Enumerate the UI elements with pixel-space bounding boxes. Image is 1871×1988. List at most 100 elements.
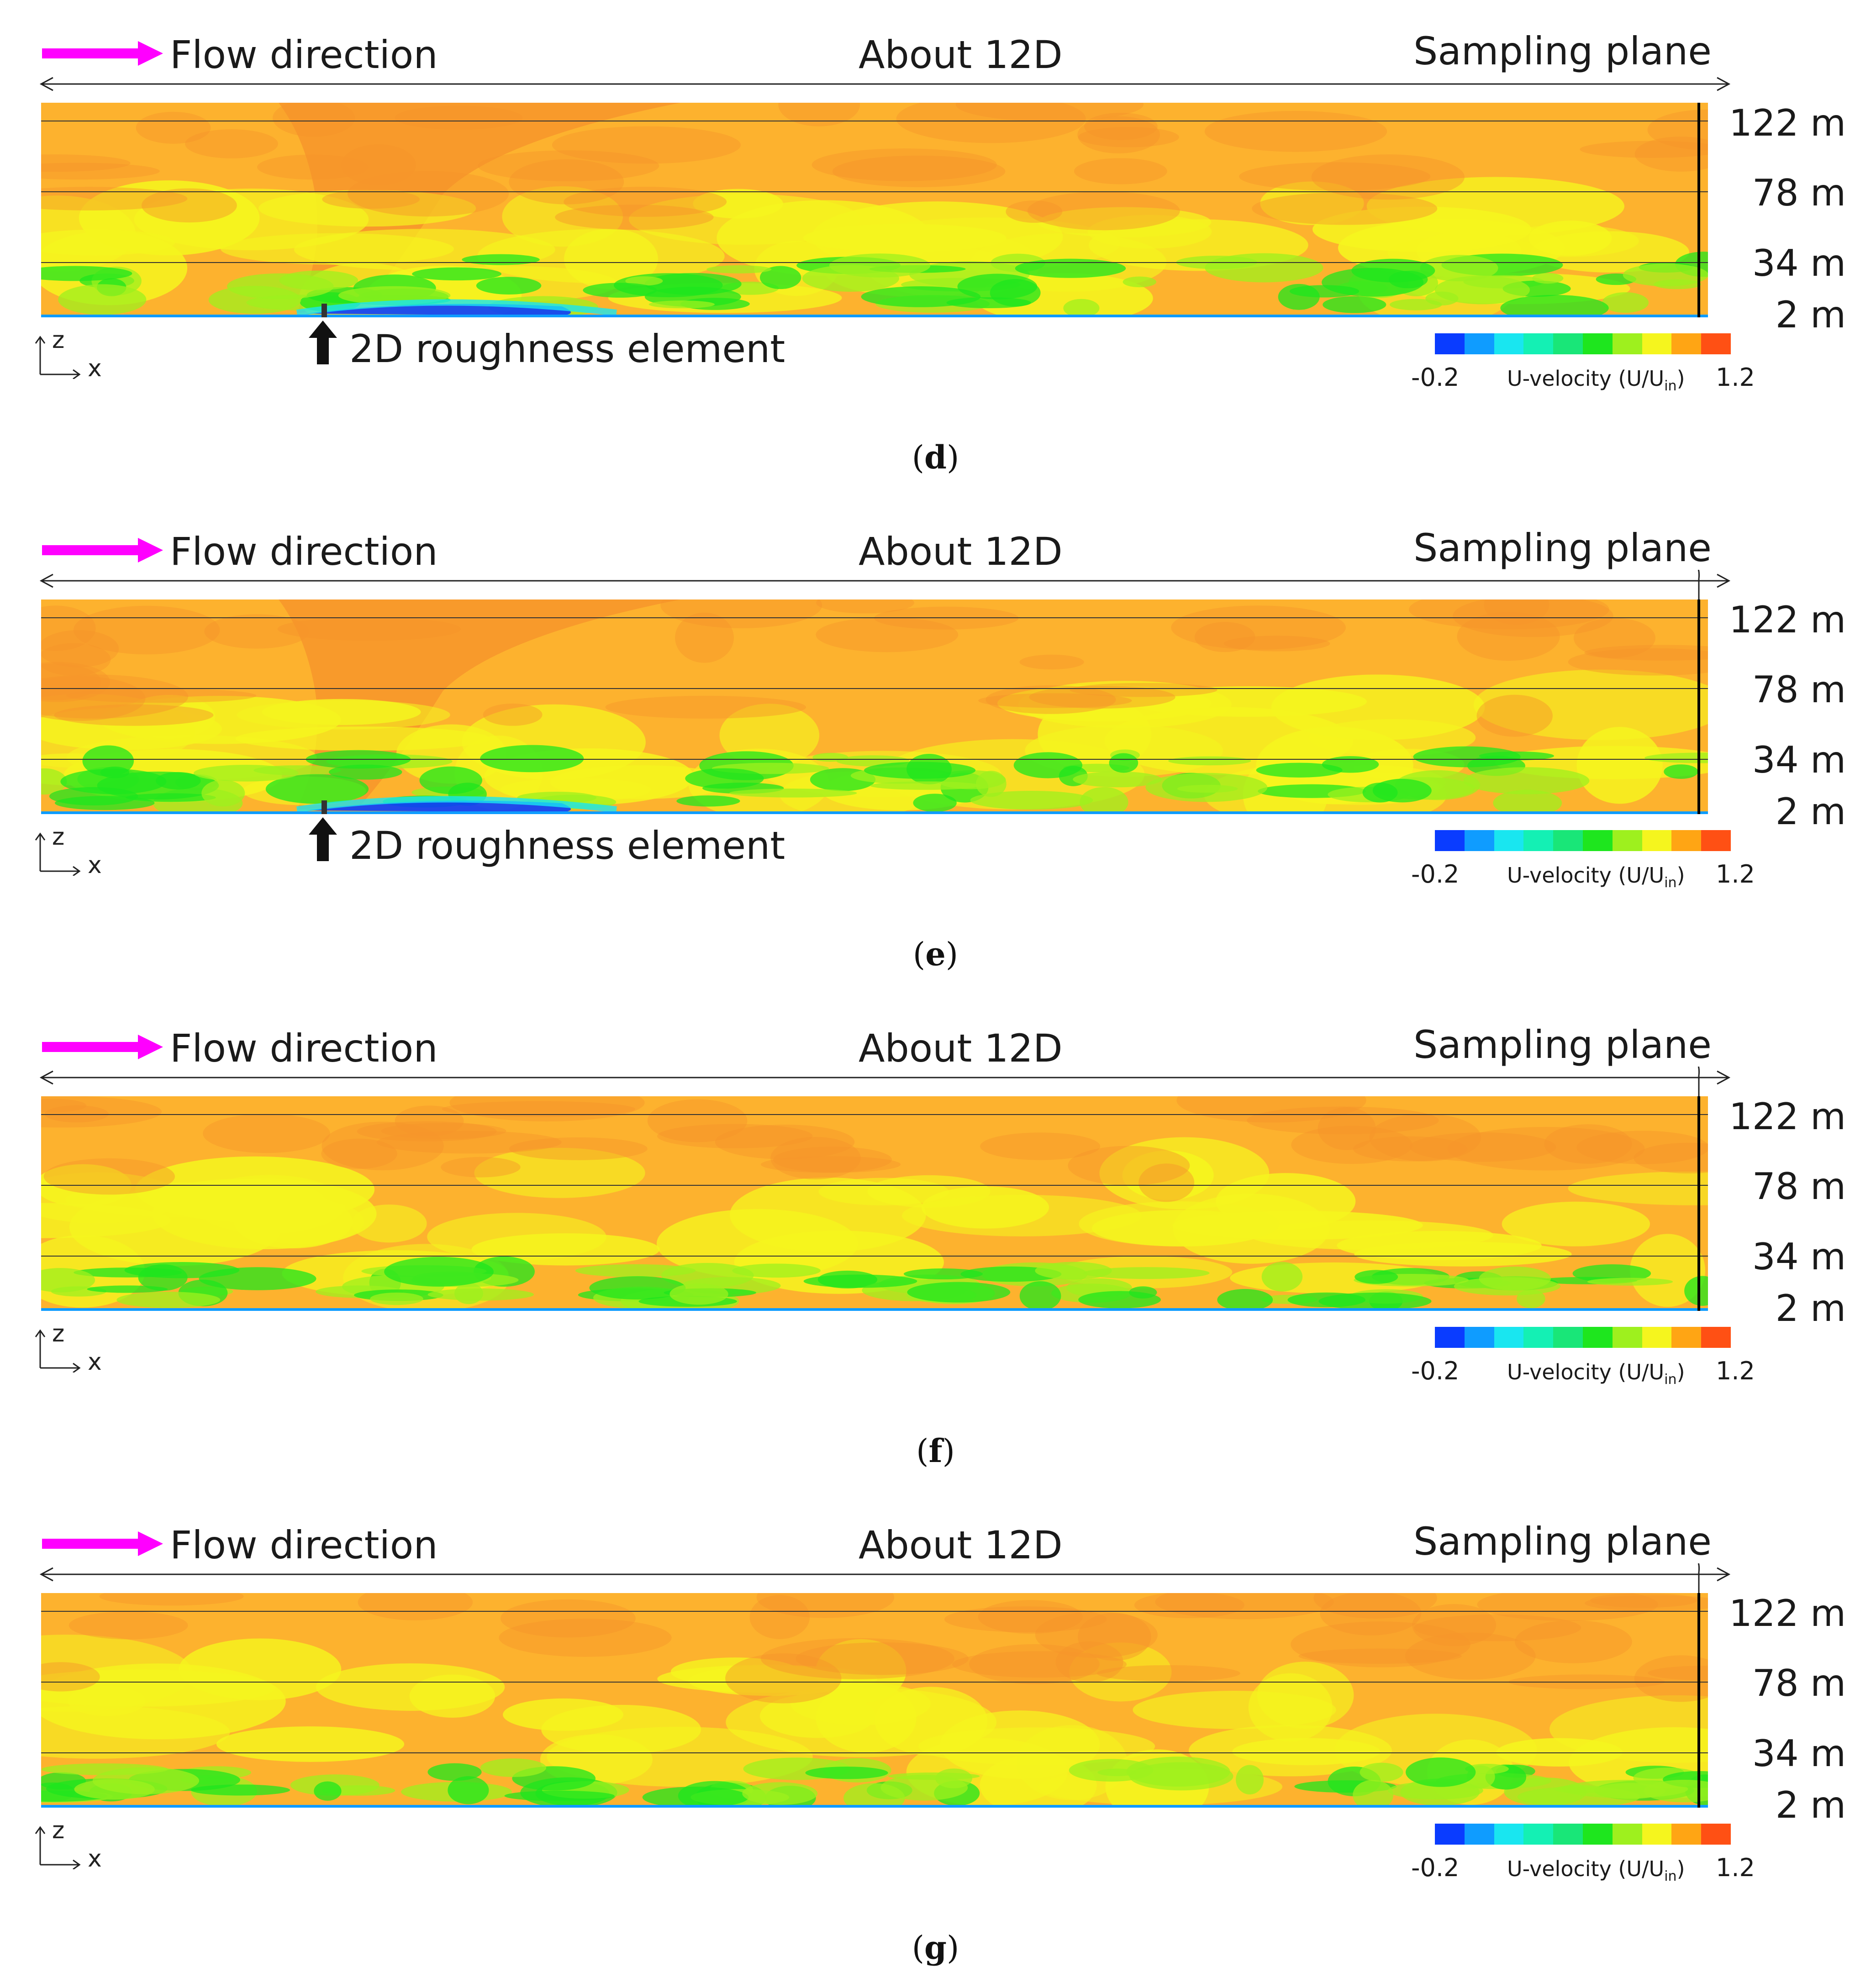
colorbar-title-end: ) <box>1676 1360 1685 1384</box>
colorbar-segment <box>1553 1824 1583 1845</box>
colorbar-segment <box>1494 1824 1524 1845</box>
colorbar-segment <box>1612 1824 1642 1845</box>
flow-direction-label: Flow direction <box>170 1523 438 1567</box>
velocity-contour-field <box>41 1593 1708 1808</box>
coordinate-axes-icon: zx <box>35 329 102 379</box>
velocity-contour-field <box>41 600 1708 814</box>
flow-direction-arrow-icon <box>42 538 163 563</box>
colorbar-segment <box>1582 1327 1613 1348</box>
height-label: 34 m <box>1752 242 1846 284</box>
colorbar <box>1435 333 1731 354</box>
height-label: 122 m <box>1729 599 1846 641</box>
axis-x-label: x <box>88 852 102 876</box>
sampling-plane-label: Sampling plane <box>1413 29 1712 74</box>
colorbar-title-subscript: in <box>1664 1868 1677 1885</box>
flow-direction-arrow-icon <box>42 1035 163 1059</box>
colorbar-segment <box>1642 830 1672 851</box>
colorbar-title: U-velocity (U/Uin) <box>1507 1858 1685 1883</box>
velocity-contour-field <box>41 1096 1708 1311</box>
height-label: 2 m <box>1775 1287 1846 1330</box>
colorbar <box>1435 830 1731 851</box>
roughness-pointer-arrow-icon <box>309 817 337 861</box>
colorbar-segment <box>1582 1824 1613 1845</box>
flow-direction-arrow-icon <box>42 1531 163 1556</box>
coordinate-axes-icon: zx <box>35 1322 102 1373</box>
colorbar-segment <box>1671 1327 1702 1348</box>
colorbar-segment <box>1464 1824 1494 1845</box>
colorbar-title-text: U-velocity (U/U <box>1507 1360 1665 1384</box>
height-label: 122 m <box>1729 1592 1846 1635</box>
colorbar-segment <box>1553 333 1583 354</box>
colorbar-max-label: 1.2 <box>1716 363 1755 392</box>
height-label: 34 m <box>1752 1236 1846 1278</box>
colorbar-segment <box>1494 333 1524 354</box>
colorbar-segment <box>1701 333 1731 354</box>
colorbar-segment <box>1671 1824 1702 1845</box>
colorbar-segment <box>1612 830 1642 851</box>
panel-caption: (e) <box>912 935 959 973</box>
ground-boundary <box>41 1308 1708 1311</box>
colorbar-max-label: 1.2 <box>1716 1357 1755 1385</box>
figure-panel-d: Flow direction About 12D Sampling plane 122… <box>0 0 1871 498</box>
colorbar <box>1435 1327 1731 1348</box>
colorbar-segment <box>1701 1327 1731 1348</box>
ground-boundary <box>41 811 1708 814</box>
colorbar-segment <box>1523 830 1554 851</box>
flow-direction-arrow-icon <box>42 41 163 66</box>
height-label: 78 m <box>1752 1165 1846 1208</box>
domain-length-label: About 12D <box>859 1523 1063 1567</box>
colorbar-title-text: U-velocity (U/U <box>1507 863 1665 888</box>
axis-x-label: x <box>88 1845 102 1869</box>
ground-boundary <box>41 1805 1708 1808</box>
colorbar-title-text: U-velocity (U/U <box>1507 1857 1665 1881</box>
roughness-element <box>321 800 327 814</box>
colorbar-segment <box>1435 830 1465 851</box>
colorbar-segment <box>1464 333 1494 354</box>
colorbar-title-end: ) <box>1676 863 1685 888</box>
colorbar-min-label: -0.2 <box>1411 1357 1460 1385</box>
colorbar-title-end: ) <box>1676 1857 1685 1881</box>
colorbar-segment <box>1642 1824 1672 1845</box>
height-label: 78 m <box>1752 1662 1846 1704</box>
flow-direction-label: Flow direction <box>170 529 438 574</box>
domain-length-label: About 12D <box>859 529 1063 574</box>
roughness-element-label: 2D roughness element <box>349 326 785 371</box>
colorbar-segment <box>1642 333 1672 354</box>
height-label: 34 m <box>1752 1732 1846 1775</box>
ground-boundary <box>41 315 1708 317</box>
colorbar-segment <box>1612 333 1642 354</box>
panel-caption-letter: e <box>925 935 946 973</box>
flow-direction-label: Flow direction <box>170 1026 438 1071</box>
colorbar-title: U-velocity (U/Uin) <box>1507 1362 1685 1387</box>
colorbar-segment <box>1523 333 1554 354</box>
colorbar-max-label: 1.2 <box>1716 1853 1755 1882</box>
axis-z-label: z <box>52 1819 64 1844</box>
domain-span-arrow <box>39 1563 1731 1595</box>
domain-length-label: About 12D <box>859 1026 1063 1071</box>
height-label: 2 m <box>1775 294 1846 336</box>
colorbar-segment <box>1582 830 1613 851</box>
height-label: 34 m <box>1752 739 1846 781</box>
colorbar-segment <box>1435 1824 1465 1845</box>
panel-caption: (f) <box>916 1432 955 1470</box>
colorbar-title: U-velocity (U/Uin) <box>1507 865 1685 890</box>
colorbar-title-subscript: in <box>1664 875 1677 891</box>
colorbar-title-text: U-velocity (U/U <box>1507 366 1665 391</box>
colorbar-segment <box>1642 1327 1672 1348</box>
colorbar-min-label: -0.2 <box>1411 860 1460 889</box>
colorbar-segment <box>1553 830 1583 851</box>
height-label: 78 m <box>1752 668 1846 711</box>
colorbar-segment <box>1435 333 1465 354</box>
colorbar-segment <box>1523 1824 1554 1845</box>
colorbar-segment <box>1464 830 1494 851</box>
colorbar-max-label: 1.2 <box>1716 860 1755 889</box>
colorbar-segment <box>1494 1327 1524 1348</box>
sampling-plane-label: Sampling plane <box>1413 1519 1712 1564</box>
sampling-plane-label: Sampling plane <box>1413 1022 1712 1067</box>
colorbar-segment <box>1582 333 1613 354</box>
figure-panel-g: Flow direction About 12D Sampling plane 122… <box>0 1490 1871 1988</box>
velocity-contour-field <box>41 103 1708 317</box>
figure-panel-e: Flow direction About 12D Sampling plane 122… <box>0 497 1871 994</box>
colorbar-title: U-velocity (U/Uin) <box>1507 368 1685 393</box>
colorbar-segment <box>1523 1327 1554 1348</box>
